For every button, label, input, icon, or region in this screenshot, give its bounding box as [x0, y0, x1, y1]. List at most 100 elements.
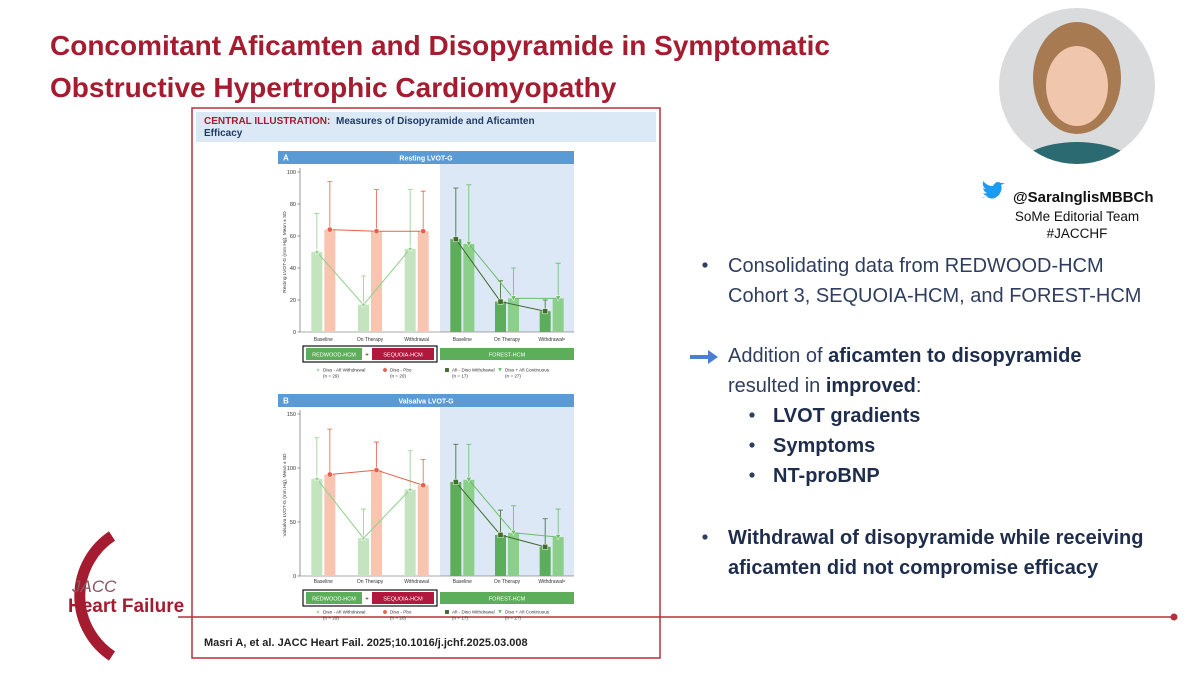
legend-label: Afi - Diso Withdrawal [452, 610, 495, 615]
group-label: SEQUOIA-HCM [383, 597, 423, 603]
legend-n: (n = 27) [505, 374, 521, 379]
bar [358, 538, 369, 576]
marker [406, 244, 414, 252]
group-label: FOREST-HCM [489, 353, 526, 359]
x-tick-label: On Therapy [357, 579, 384, 585]
error-bar [542, 518, 548, 547]
illustration-title: Measures of Disopyramide and Aficamten [336, 116, 535, 127]
panel-letter: B [283, 397, 289, 406]
bullet-marker [702, 534, 708, 540]
legend-label: Diso - Afi Withdrawal [323, 368, 365, 373]
bar [463, 479, 475, 576]
bar [371, 231, 382, 332]
error-bar [555, 262, 561, 299]
marker [359, 534, 368, 542]
y-tick-label: 150 [287, 412, 296, 418]
bullet-text: aficamten did not compromise efficacy [728, 557, 1099, 579]
marker [313, 248, 321, 256]
legend-n: (n = 29) [323, 374, 339, 379]
text-run: Consolidating data from REDWOOD-HCM [728, 255, 1104, 277]
x-tick-label: On Therapy [494, 579, 521, 585]
legend-marker [314, 608, 322, 615]
marker [465, 241, 472, 248]
text-run: : [916, 375, 922, 397]
error-bar [407, 450, 413, 490]
legend-n: (n = 20) [390, 374, 406, 379]
x-tick-label: Baseline [314, 337, 333, 343]
legend-marker [497, 367, 503, 373]
bullet-marker [749, 442, 755, 448]
text-run: Symptoms [773, 435, 875, 457]
error-bar [511, 505, 516, 533]
group-bar [306, 592, 362, 604]
text-run: Cohort 3, SEQUOIA-HCM, and FOREST-HCM [728, 285, 1141, 307]
logo-arc [74, 531, 116, 661]
panel-title-bar [278, 151, 574, 164]
arrow-marker [690, 350, 718, 364]
text-run: LVOT gradients [773, 405, 920, 427]
error-bar [453, 443, 459, 483]
legend-n: (n = 29) [323, 616, 339, 621]
author-photo [999, 8, 1155, 164]
legend-label: Afi - Diso Withdrawal [452, 368, 495, 373]
bar [495, 301, 506, 332]
bar [311, 252, 323, 332]
error-bar [327, 181, 333, 230]
legend-label: Diso - Afi Withdrawal [323, 610, 365, 615]
marker [406, 485, 414, 493]
error-bar [511, 267, 516, 299]
legend-marker [444, 609, 450, 615]
bar [417, 485, 429, 576]
bullet-text: LVOT gradients [773, 405, 920, 427]
legend-label: Diso - Pbo [390, 368, 412, 373]
marker [373, 467, 380, 474]
legend-n: (n = 17) [452, 374, 468, 379]
author-team: SoMe Editorial Team [1015, 209, 1139, 224]
error-bar [361, 508, 366, 539]
x-tick-label: Baseline [453, 337, 472, 343]
bar [404, 489, 416, 576]
bar [324, 229, 336, 332]
footer-dot [1170, 613, 1178, 621]
twitter-icon [981, 181, 1005, 199]
bar [417, 231, 429, 332]
group-label: REDWOOD-HCM [312, 597, 356, 603]
group-bar [306, 348, 362, 360]
illustration-title: Efficacy [204, 128, 243, 139]
x-tick-label: Baseline [453, 579, 472, 585]
group-label: SEQUOIA-HCM [383, 353, 423, 359]
marker [555, 534, 562, 541]
legend-n: (n = 20) [390, 616, 406, 621]
x-tick-label: On Therapy [357, 337, 384, 343]
legend-label: Diso - Pbo [390, 610, 412, 615]
y-tick-label: 100 [287, 466, 296, 472]
y-tick-label: 80 [290, 202, 296, 208]
group-bar [372, 592, 434, 604]
group-bar [372, 348, 434, 360]
marker [420, 228, 427, 235]
marker [465, 477, 472, 484]
marker [497, 298, 504, 305]
bar [508, 532, 519, 576]
bar [358, 304, 369, 332]
marker [359, 300, 368, 308]
legend-n: (n = 27) [505, 616, 521, 621]
bar [508, 298, 519, 332]
bar [450, 239, 462, 332]
bullet-text: Consolidating data from REDWOOD-HCM [728, 255, 1104, 277]
y-tick-label: 40 [290, 266, 296, 272]
bullet-text: Symptoms [773, 435, 875, 457]
error-bar [453, 187, 459, 240]
y-tick-label: 100 [287, 170, 296, 176]
text-run: NT-proBNP [773, 465, 880, 487]
x-tick-label: Withdrawalᵃ [538, 579, 565, 585]
bullet-text: resulted in improved: [728, 375, 921, 397]
slide-title: Obstructive Hypertrophic Cardiomyopathy [50, 72, 617, 103]
slide-title: Concomitant Aficamten and Disopyramide i… [50, 30, 830, 61]
author-handle: @SaraInglisMBBCh [1013, 189, 1153, 206]
bullet-text: Addition of aficamten to disopyramide [728, 345, 1081, 367]
marker [510, 529, 517, 536]
y-tick-label: 0 [293, 330, 296, 336]
legend-label: Diso + Afi Continuous [505, 368, 550, 373]
